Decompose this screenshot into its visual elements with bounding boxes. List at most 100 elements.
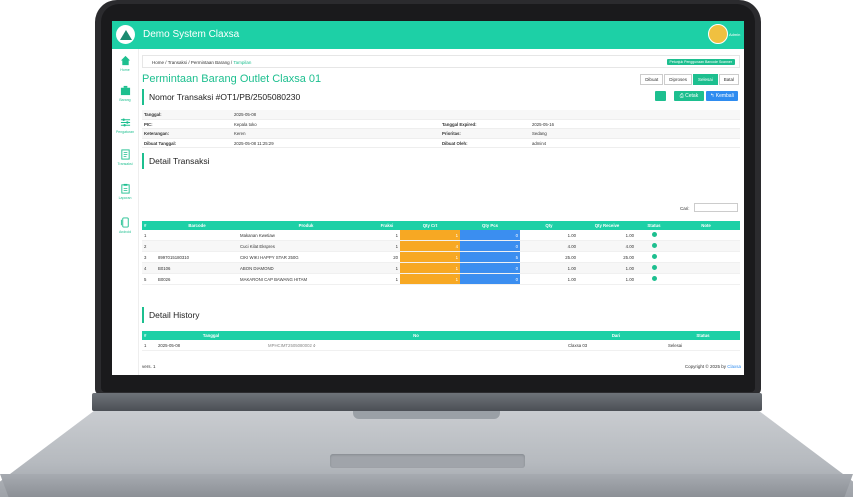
cell-qty: 1.00 xyxy=(520,262,578,274)
cell-qty-receive: 1.00 xyxy=(578,273,636,285)
tab-diproses[interactable]: Diproses xyxy=(664,74,692,85)
cell-fraksi: 1 xyxy=(374,230,400,241)
tab-dibuat[interactable]: Dibuat xyxy=(640,74,664,85)
keterangan-label: Keterangan: xyxy=(144,131,170,136)
user-avatar[interactable] xyxy=(708,24,728,44)
breadcrumb-permintaan[interactable]: Permintaan Barang xyxy=(190,60,230,65)
pic-label: PIC: xyxy=(144,121,153,127)
history-number[interactable]: MPHCIMT2505080002 xyxy=(268,342,312,348)
sidebar-item-android[interactable]: Android xyxy=(112,217,138,234)
cell-qty-pcs[interactable]: 0 xyxy=(460,230,520,241)
cell-produk: MAKARONI CAP BAWANG HITAM xyxy=(238,273,374,285)
cell-qty: 4.00 xyxy=(520,240,578,252)
cell-produk: Cuci Kilat Ekspres xyxy=(238,240,374,252)
detail-transaksi-header: Detail Transaksi xyxy=(142,153,740,169)
sidebar-item-pengaturan[interactable]: Pengaturan xyxy=(112,117,138,134)
col-produk[interactable]: Produk xyxy=(238,221,374,230)
cell-dari: Claxsa 03 xyxy=(566,340,666,351)
copyright: Copyright © 2025 by Claxsa xyxy=(685,364,741,369)
sidebar-item-label: Android xyxy=(118,230,132,234)
user-name[interactable]: Admin xyxy=(729,32,741,37)
col-no[interactable]: # xyxy=(142,221,156,230)
col-note[interactable]: Note xyxy=(672,221,740,230)
transaction-header: Nomor Transaksi #OT1/PB/2505080230 ⎙ Cet… xyxy=(142,89,740,105)
cell-barcode xyxy=(156,240,238,252)
col-qty-pcs[interactable]: Qty Pcs xyxy=(460,221,520,230)
section-title: Detail Transaksi xyxy=(149,156,210,166)
top-bar: Demo System Claxsa Admin xyxy=(112,21,744,49)
sidebar-item-home[interactable]: Home xyxy=(112,55,138,72)
col-status[interactable]: Status xyxy=(666,331,740,340)
check-circle-icon xyxy=(651,265,657,270)
cell-qty-pcs[interactable]: 0 xyxy=(460,240,520,252)
box-icon xyxy=(120,85,130,96)
col-fraksi[interactable]: Fraksi xyxy=(374,221,400,230)
cell-no: 5 xyxy=(142,273,156,285)
cell-produk: CIKI WIKI HAPPY STAR 250G xyxy=(238,251,374,263)
cell-note xyxy=(672,240,740,252)
dibuat-oleh-value: admin4 xyxy=(532,140,547,146)
col-nomor[interactable]: No xyxy=(266,331,566,340)
copy-button[interactable] xyxy=(655,91,666,101)
col-qty-crt[interactable]: Qty Crt xyxy=(400,221,460,230)
cell-barcode xyxy=(156,230,238,241)
copyright-brand[interactable]: Claxsa xyxy=(727,364,741,369)
pic-value: Kepala toko xyxy=(234,121,257,127)
col-dari[interactable]: Dari xyxy=(566,331,666,340)
table-row: 4 B0106 ABON DIAMOND 1 1 0 1.00 1.00 xyxy=(142,262,740,274)
col-qty-receive[interactable]: Qty Receive xyxy=(578,221,636,230)
dibuat-tanggal-label: Dibuat Tanggal: xyxy=(144,140,177,146)
cell-qty: 25.00 xyxy=(520,251,578,263)
cell-note xyxy=(672,273,740,285)
col-qty[interactable]: Qty xyxy=(520,221,578,230)
cell-qty-crt[interactable]: 1 xyxy=(400,262,460,274)
section-title: Detail History xyxy=(149,310,200,320)
cell-qty-crt[interactable]: 4 xyxy=(400,240,460,252)
cell-produk: ABON DIAMOND xyxy=(238,262,374,274)
tanggal-value: 2025-05-08 xyxy=(234,112,256,117)
sidebar-item-transaksi[interactable]: Transaksi xyxy=(112,149,138,166)
history-table: # Tanggal No Dari Status 1 2025-05-08 MP… xyxy=(142,331,740,351)
app-logo[interactable] xyxy=(116,25,135,44)
col-status[interactable]: Status xyxy=(636,221,672,230)
sidebar-item-barang[interactable]: Barang xyxy=(112,85,138,102)
search-icon[interactable]: ⌕ xyxy=(313,342,316,348)
cell-qty-pcs[interactable]: 0 xyxy=(460,262,520,274)
cell-note xyxy=(672,262,740,274)
breadcrumb-separator: / xyxy=(188,60,190,65)
sidebar-item-label: Pengaturan xyxy=(115,130,135,134)
cell-qty-crt[interactable]: 1 xyxy=(400,251,460,263)
info-row: Dibuat Tanggal: 2025-05-08 11:25:29 Dibu… xyxy=(142,139,740,148)
back-button[interactable]: ↰ Kembali xyxy=(706,91,738,101)
col-no[interactable]: # xyxy=(142,331,156,340)
col-barcode[interactable]: Barcode xyxy=(156,221,238,230)
print-button[interactable]: ⎙ Cetak xyxy=(674,91,704,101)
table-row: 5 B0026 MAKARONI CAP BAWANG HITAM 1 1 0 … xyxy=(142,273,740,285)
tab-selesai[interactable]: Selesai xyxy=(692,74,718,85)
version-label: vers. 1 xyxy=(142,364,156,369)
cell-nomor[interactable]: MPHCIMT2505080002 ⌕ xyxy=(266,340,566,351)
search-input[interactable] xyxy=(694,203,738,212)
app-title: Demo System Claxsa xyxy=(143,29,240,40)
expired-value: 2025-05-16 xyxy=(532,121,554,127)
sidebar-item-laporan[interactable]: Laporan xyxy=(112,183,138,200)
cell-note xyxy=(672,230,740,241)
cell-no: 2 xyxy=(142,240,156,252)
cell-fraksi: 20 xyxy=(374,251,400,263)
breadcrumb-home[interactable]: Home xyxy=(152,60,165,65)
cell-qty-pcs[interactable]: 0 xyxy=(460,273,520,285)
check-circle-icon xyxy=(651,254,657,259)
cell-qty-crt[interactable]: 1 xyxy=(400,230,460,241)
cell-qty-receive: 1.00 xyxy=(578,262,636,274)
tab-batal[interactable]: Batal xyxy=(718,74,739,85)
sidebar-item-label: Home xyxy=(120,68,130,72)
tanggal-label: Tanggal: xyxy=(144,112,162,117)
breadcrumb-transaksi[interactable]: Transaksi xyxy=(167,60,188,65)
detail-history-header: Detail History xyxy=(142,307,740,323)
table-header-row: # Barcode Produk Fraksi Qty Crt Qty Pcs … xyxy=(142,221,740,230)
col-tanggal[interactable]: Tanggal xyxy=(156,331,266,340)
cell-qty-pcs[interactable]: 5 xyxy=(460,251,520,263)
guide-button[interactable]: Petunjuk Penggunaan Barcode Scanner xyxy=(666,59,735,65)
cell-barcode: B0106 xyxy=(156,262,238,274)
cell-qty-crt[interactable]: 1 xyxy=(400,273,460,285)
